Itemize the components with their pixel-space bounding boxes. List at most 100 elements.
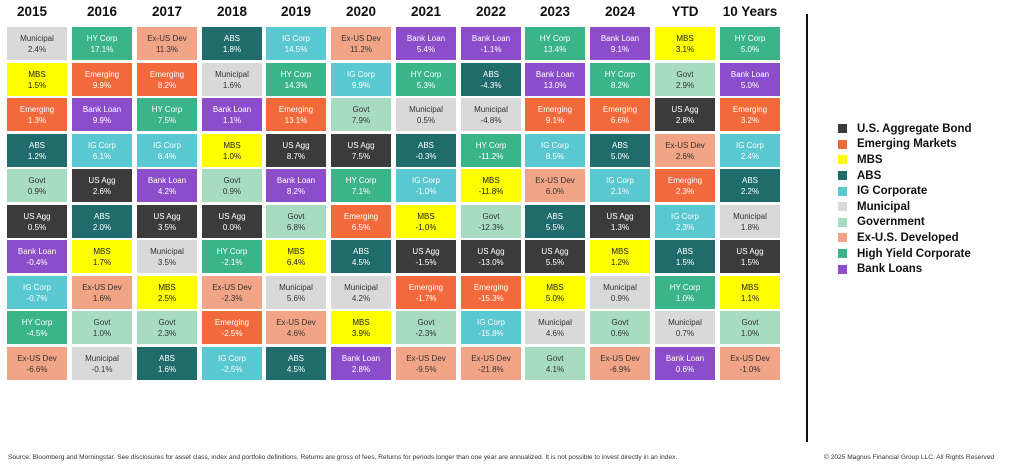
legend-label: U.S. Aggregate Bond <box>857 122 972 135</box>
cell-return-value: 5.0% <box>545 293 565 303</box>
cell-return-value: 6.4% <box>157 151 177 161</box>
cell-return-value: 1.0% <box>92 329 112 338</box>
quilt-cell: Municipal -0.1% <box>72 346 132 380</box>
cell-return-value: 1.3% <box>27 116 47 125</box>
cell-return-value: 8.2% <box>610 80 630 90</box>
cell-asset-label: Bank Loan <box>17 247 57 256</box>
quilt-cell: Ex-US Dev 11.2% <box>331 27 391 60</box>
cell-asset-label: IG Corp <box>476 318 505 327</box>
quilt-cell: ABS 1.5% <box>655 240 715 273</box>
cell-return-value: 2.5% <box>157 293 177 303</box>
cell-asset-label: US Agg <box>606 211 634 221</box>
cell-asset-label: Municipal <box>409 105 443 114</box>
cell-asset-label: HY Corp <box>216 247 248 256</box>
quilt-cell: Govt -2.3% <box>396 311 456 344</box>
cell-asset-label: Bank Loan <box>665 353 705 363</box>
cell-asset-label: US Agg <box>671 105 699 114</box>
quilt-cell: ABS 5.5% <box>525 204 585 238</box>
cell-return-value: 0.7% <box>675 329 695 338</box>
quilt-cell: IG Corp 2.1% <box>590 169 650 202</box>
quilt-cell: ABS 2.0% <box>72 204 132 238</box>
cell-asset-label: Emerging <box>214 318 250 327</box>
copyright-notice: © 2025 Magnus Financial Group LLC. All R… <box>824 454 995 461</box>
cell-asset-label: IG Corp <box>281 34 310 43</box>
cell-asset-label: IG Corp <box>152 140 181 150</box>
cell-asset-label: Ex-US Dev <box>341 34 381 43</box>
quilt-cell: Ex-US Dev 6.0% <box>525 169 585 202</box>
cell-asset-label: Municipal <box>20 34 54 43</box>
cell-asset-label: Govt <box>28 176 46 185</box>
cell-asset-label: HY Corp <box>345 176 377 185</box>
cell-return-value: 0.0% <box>222 222 242 232</box>
cell-asset-label: IG Corp <box>540 140 569 150</box>
cell-asset-label: Govt <box>546 353 564 363</box>
cell-return-value: 11.3% <box>155 45 179 54</box>
cell-asset-label: Municipal <box>85 353 119 363</box>
quilt-cell: HY Corp -11.2% <box>461 133 521 167</box>
quilt-cell: Ex-US Dev 11.3% <box>137 27 197 60</box>
cell-asset-label: US Agg <box>736 247 764 256</box>
cell-asset-label: Bank Loan <box>276 176 316 185</box>
cell-return-value: 5.4% <box>416 45 436 54</box>
cell-asset-label: IG Corp <box>605 176 634 185</box>
quilt-cell: MBS 6.4% <box>266 240 326 273</box>
cell-return-value: 4.1% <box>545 364 565 374</box>
quilt-cell: Emerging -1.7% <box>396 275 456 309</box>
column-header: 10 Years <box>722 4 778 19</box>
column-header: 2019 <box>280 4 312 19</box>
cell-asset-label: US Agg <box>412 247 440 256</box>
quilt-cell: HY Corp 13.4% <box>525 27 585 60</box>
cell-return-value: -21.8% <box>478 364 504 374</box>
quilt-cell: MBS 1.0% <box>202 133 262 167</box>
quilt-cell: Emerging 2.3% <box>655 169 715 202</box>
legend-item: U.S. Aggregate Bond <box>838 121 972 137</box>
cell-return-value: 3.2% <box>740 116 760 125</box>
column-header: 2023 <box>539 4 571 19</box>
quilt-cell: IG Corp -2.5% <box>202 346 262 380</box>
quilt-cell: Municipal 2.4% <box>7 27 67 60</box>
cell-asset-label: Ex-US Dev <box>212 282 252 292</box>
cell-asset-label: Municipal <box>150 247 184 256</box>
cell-asset-label: Ex-US Dev <box>276 318 316 327</box>
legend-label: Ex-U.S. Developed <box>857 231 959 244</box>
cell-return-value: 2.4% <box>27 45 47 54</box>
cell-return-value: 5.5% <box>545 258 565 267</box>
cell-return-value: 3.5% <box>157 258 177 267</box>
cell-asset-label: ABS <box>223 34 240 43</box>
quilt-cell: Bank Loan 8.2% <box>266 169 326 202</box>
cell-return-value: 14.3% <box>284 80 308 90</box>
quilt-cell: HY Corp 1.0% <box>655 275 715 309</box>
cell-asset-label: Govt <box>287 211 305 221</box>
cell-asset-label: US Agg <box>347 140 375 150</box>
cell-asset-label: ABS <box>546 211 563 221</box>
cell-return-value: 17.1% <box>90 45 114 54</box>
cell-return-value: 1.8% <box>222 45 242 54</box>
cell-asset-label: Emerging <box>667 176 703 185</box>
cell-return-value: 1.2% <box>27 151 47 161</box>
cell-return-value: -1.5% <box>415 258 437 267</box>
quilt-cell: HY Corp -2.1% <box>202 240 262 273</box>
legend-label: Emerging Markets <box>857 138 957 151</box>
quilt-cell: Govt -12.3% <box>461 204 521 238</box>
cell-return-value: -4.5% <box>26 329 48 338</box>
quilt-cell: Govt 1.0% <box>72 311 132 344</box>
cell-asset-label: Municipal <box>344 282 378 292</box>
legend-swatch <box>838 186 847 196</box>
cell-asset-label: Bank Loan <box>406 34 446 43</box>
cell-asset-label: Municipal <box>603 282 637 292</box>
cell-return-value: 8.5% <box>545 151 565 161</box>
cell-asset-label: Municipal <box>733 211 767 221</box>
cell-asset-label: Municipal <box>474 105 508 114</box>
quilt-cell: US Agg 8.7% <box>266 133 326 167</box>
cell-return-value: 2.9% <box>675 80 695 90</box>
cell-return-value: 3.1% <box>675 45 695 54</box>
cell-return-value: -2.3% <box>221 293 243 303</box>
cell-return-value: 5.3% <box>416 80 436 90</box>
quilt-cell: IG Corp 9.9% <box>331 62 391 96</box>
cell-asset-label: MBS <box>546 282 564 292</box>
source-footnote: Source: Bloomberg and Morningstar. See d… <box>8 454 678 461</box>
quilt-cell: IG Corp 6.4% <box>137 133 197 167</box>
cell-asset-label: Emerging <box>149 69 185 79</box>
quilt-cell: MBS 3.9% <box>331 311 391 344</box>
quilt-cell: Ex-US Dev -2.3% <box>202 275 262 309</box>
